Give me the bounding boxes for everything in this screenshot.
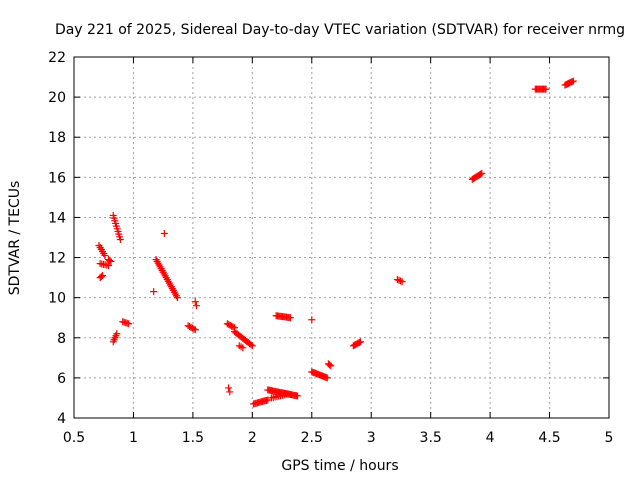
data-point: [192, 302, 200, 310]
data-point: [191, 326, 199, 334]
x-tick-label: 4: [486, 430, 495, 446]
data-point: [286, 314, 294, 322]
ticks: [73, 56, 610, 419]
data-point: [477, 170, 485, 178]
data-point: [569, 77, 577, 85]
y-tick-label: 8: [57, 331, 66, 347]
x-tick-label: 3.5: [420, 430, 442, 446]
data-point: [191, 298, 199, 306]
x-tick-label: 4.5: [538, 430, 560, 446]
data-point: [125, 320, 133, 328]
data-point: [355, 338, 363, 346]
grid: [74, 57, 609, 418]
data-point: [225, 384, 233, 392]
data-point: [393, 276, 401, 284]
x-tick-label: 2: [248, 430, 257, 446]
data-point: [97, 273, 105, 281]
y-tick-label: 4: [57, 411, 66, 427]
data-point: [160, 229, 168, 237]
data-point: [101, 252, 109, 260]
data-point: [226, 388, 234, 396]
data-point: [113, 330, 121, 338]
data-point: [308, 316, 316, 324]
data-point: [247, 341, 255, 349]
data-point: [542, 85, 550, 93]
y-tick-labels: 4 6 8 10 12 14 16 18 20 22: [48, 50, 66, 427]
y-tick-label: 6: [57, 371, 66, 387]
data-point: [107, 258, 115, 266]
y-tick-label: 14: [48, 210, 66, 226]
data-point: [357, 338, 365, 346]
data-point: [99, 272, 107, 280]
y-tick-label: 16: [48, 170, 66, 186]
data-point: [294, 392, 302, 400]
data-points: [95, 77, 577, 408]
x-tick-label: 5: [605, 430, 614, 446]
data-point: [284, 390, 292, 398]
data-point: [229, 323, 237, 331]
data-point: [326, 361, 334, 369]
plot-frame: [73, 56, 610, 419]
data-point: [116, 236, 124, 244]
data-point: [397, 277, 405, 285]
data-point: [190, 325, 198, 333]
data-point: [104, 262, 112, 270]
data-point: [237, 343, 245, 351]
data-point: [478, 169, 486, 177]
x-tick-label: 0.5: [63, 430, 85, 446]
y-axis-label: SDTVAR / TECUs: [7, 181, 23, 296]
data-point: [395, 276, 403, 284]
x-tick-label: 1: [129, 430, 138, 446]
data-point: [248, 342, 256, 350]
x-tick-label: 1.5: [182, 430, 204, 446]
x-axis-label: GPS time / hours: [281, 458, 398, 474]
x-tick-label: 3: [367, 430, 376, 446]
data-point: [327, 362, 335, 370]
data-point: [239, 344, 247, 352]
data-point: [264, 396, 272, 404]
data-point: [106, 257, 114, 265]
y-tick-label: 22: [48, 50, 66, 66]
data-point: [323, 374, 331, 382]
data-point: [173, 294, 181, 302]
y-tick-label: 12: [48, 251, 66, 267]
data-point: [150, 288, 158, 296]
x-tick-label: 2.5: [301, 430, 323, 446]
y-tick-label: 20: [48, 90, 66, 106]
y-tick-label: 18: [48, 130, 66, 146]
data-point: [398, 278, 406, 286]
x-tick-labels: 0.5 1 1.5 2 2.5 3 3.5 4 4.5 5: [63, 430, 614, 446]
chart-title: Day 221 of 2025, Sidereal Day-to-day VTE…: [55, 22, 625, 38]
y-tick-label: 10: [48, 291, 66, 307]
